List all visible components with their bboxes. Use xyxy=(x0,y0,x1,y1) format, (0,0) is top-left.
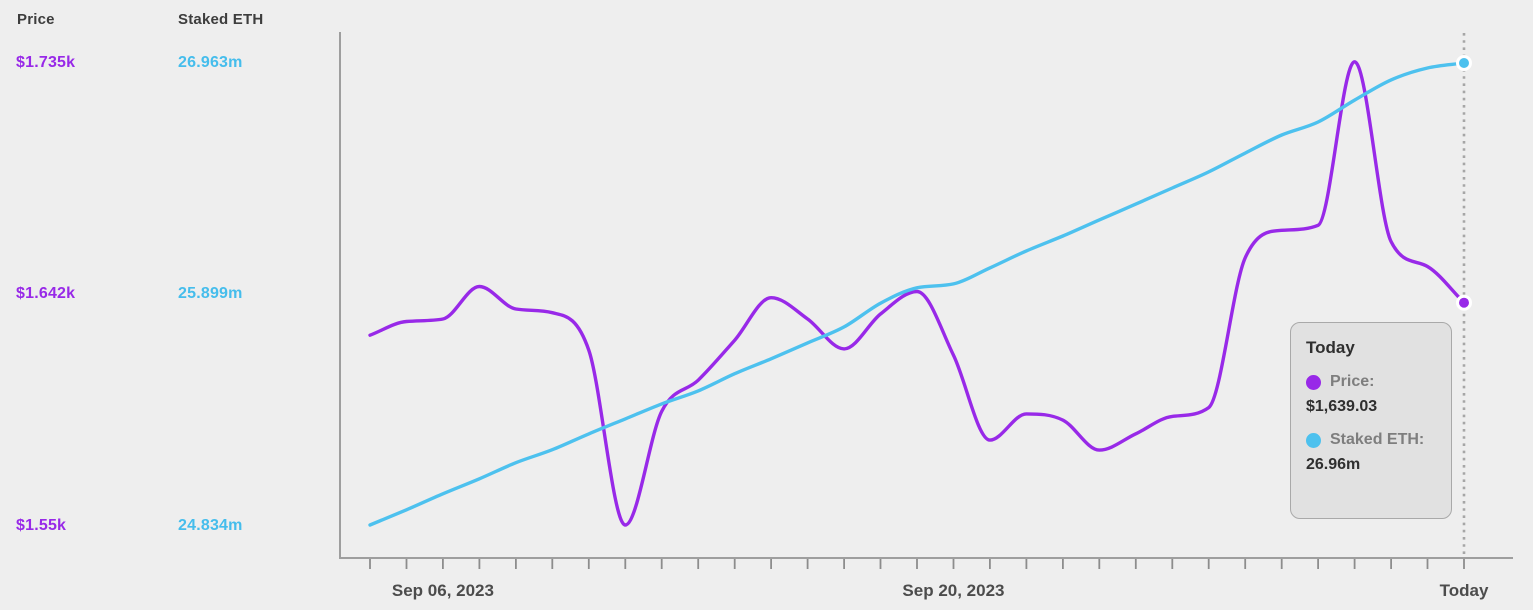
tooltip-title: Today xyxy=(1306,338,1355,357)
axis-frame xyxy=(339,32,1513,559)
tooltip-staked-row: Staked ETH: xyxy=(1306,431,1437,449)
price-end-dot xyxy=(1456,294,1472,311)
tooltip-price-row: Price: xyxy=(1306,373,1437,391)
staked-end-dot xyxy=(1456,55,1472,71)
price-axis-tick-bottom: $1.55k xyxy=(16,517,67,534)
price-axis-header: Price xyxy=(17,11,55,28)
tooltip-staked-label: Staked ETH: xyxy=(1330,431,1425,448)
x-tick-label-sep06: Sep 06, 2023 xyxy=(391,581,494,600)
x-tick-label-sep20: Sep 20, 2023 xyxy=(902,581,1005,600)
price-series-dot-icon xyxy=(1306,374,1321,390)
price-line xyxy=(368,60,1466,527)
price-axis-tick-mid: $1.642k xyxy=(16,285,76,302)
x-tick-label-today: Today xyxy=(1439,581,1489,600)
staked-axis-tick-bottom: 24.834m xyxy=(178,517,243,534)
price-axis-tick-top: $1.735k xyxy=(16,54,76,71)
tooltip-price-value: $1,639.03 xyxy=(1306,398,1378,415)
tooltip: Today Price: $1,639.03 Staked ETH: 26.96… xyxy=(1290,322,1452,519)
staked-axis-tick-mid: 25.899m xyxy=(178,285,243,302)
tooltip-staked-value: 26.96m xyxy=(1306,456,1361,473)
tooltip-price-label: Price: xyxy=(1330,373,1375,390)
staked-eth-axis-header: Staked ETH xyxy=(178,11,264,28)
staked-eth-line xyxy=(368,61,1466,527)
staked-series-dot-icon xyxy=(1306,432,1321,448)
staked-axis-tick-top: 26.963m xyxy=(178,54,243,71)
